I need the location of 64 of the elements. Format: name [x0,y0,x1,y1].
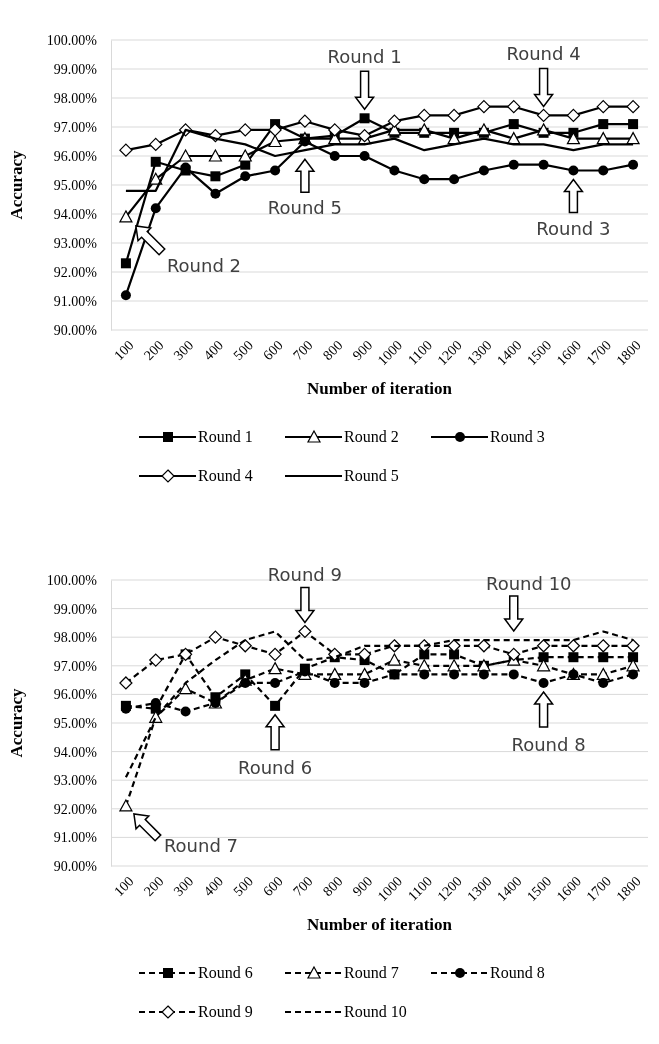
x-tick-label: 200 [141,873,167,900]
legend-label: Round 3 [490,428,545,445]
x-tick-label: 300 [170,337,197,364]
y-tick-label: 94.00% [53,206,98,222]
y-tick-label: 100.00% [46,32,98,48]
annotation: Round 2 [166,254,242,276]
y-tick-label: 91.00% [53,830,98,846]
y-tick-label: 90.00% [53,322,98,338]
y-tick-label: 90.00% [53,858,98,874]
x-tick-label: 800 [320,337,346,364]
y-tick-label: 92.00% [53,264,98,280]
x-axis-title: Number of iteration [306,379,453,398]
x-tick-label: 600 [260,337,286,364]
legend-label: Round 4 [198,467,253,484]
y-tick-label: 95.00% [53,177,98,193]
legend-label: Round 10 [344,1003,407,1020]
y-tick-label: 96.00% [53,687,98,703]
x-tick-label: 900 [349,337,376,364]
legend-label: Round 6 [198,964,253,981]
y-tick-label: 97.00% [53,119,98,135]
x-tick-label: 500 [230,337,256,364]
x-tick-label: 400 [200,337,227,364]
annotation: Round 9 [267,564,342,586]
y-tick-label: 93.00% [53,773,98,789]
x-tick-label: 400 [200,873,227,900]
y-tick-label: 97.00% [53,658,98,674]
annotation: Round 5 [267,197,342,219]
legend-label: Round 8 [490,964,545,981]
x-tick-label: 300 [170,873,197,900]
y-tick-label: 98.00% [53,90,98,106]
legend-label: Round 7 [344,964,399,981]
annotation: Round 6 [238,756,313,778]
annotation: Round 10 [485,573,572,595]
x-tick-label: 900 [349,873,376,900]
y-tick-label: 92.00% [53,801,98,817]
y-tick-label: 99.00% [53,61,98,77]
y-tick-label: 93.00% [53,235,98,251]
legend-label: Round 5 [344,467,399,484]
x-tick-label: 800 [320,873,346,900]
y-axis-title: Accuracy [7,688,26,758]
y-tick-label: 94.00% [53,744,98,760]
legend-label: Round 9 [198,1003,253,1020]
annotation: Round 1 [327,46,402,68]
y-tick-label: 98.00% [53,630,98,646]
x-tick-label: 700 [290,873,316,900]
y-tick-label: 91.00% [53,293,98,309]
legend-label: Round 2 [344,428,399,445]
x-axis-title: Number of iteration [306,915,453,934]
x-tick-label: 100 [111,873,137,900]
x-tick-label: 700 [290,337,316,364]
annotation: Round 8 [511,733,586,755]
annotation: Round 4 [506,43,581,65]
y-tick-label: 100.00% [46,572,98,588]
annotation: Round 3 [536,217,611,239]
x-tick-label: 200 [141,337,167,364]
y-tick-label: 96.00% [53,148,98,164]
legend-label: Round 1 [198,428,253,445]
x-tick-label: 500 [230,873,256,900]
y-axis-title: Accuracy [7,150,26,220]
x-tick-label: 100 [111,337,137,364]
y-tick-label: 99.00% [53,601,98,617]
x-tick-label: 600 [260,873,286,900]
y-tick-label: 95.00% [53,715,98,731]
annotation: Round 7 [163,834,239,856]
